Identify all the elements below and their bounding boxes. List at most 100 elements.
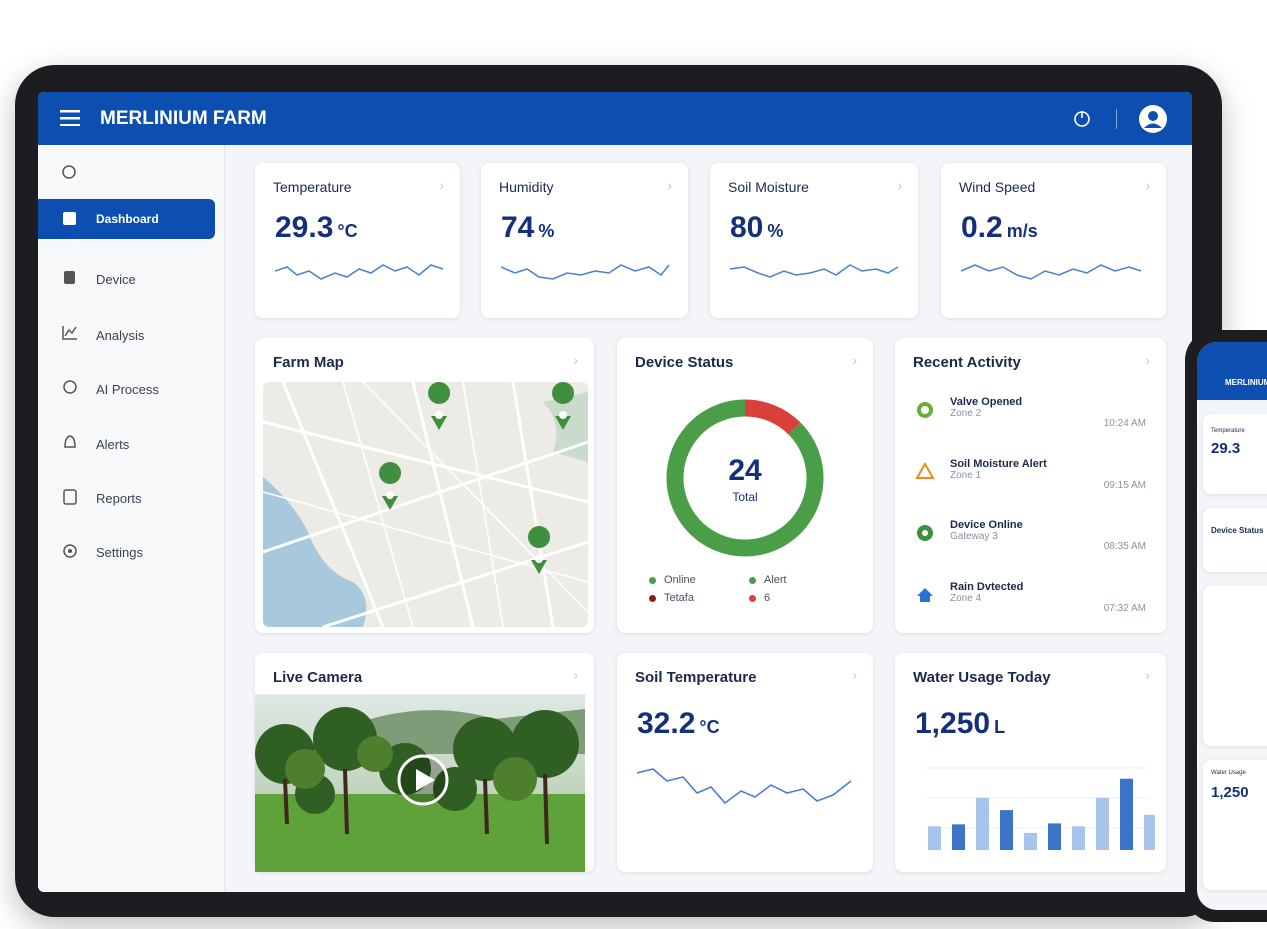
sparkline: [637, 768, 852, 805]
phone-header: [1197, 342, 1267, 400]
card-title: Device Status: [635, 354, 734, 371]
metric-card: Humidity › 74%: [481, 163, 688, 318]
bar: [928, 826, 941, 850]
nav-item[interactable]: Settings: [96, 544, 143, 560]
camera-card: Live Camera ›: [255, 653, 594, 872]
chevron[interactable]: ›: [1145, 177, 1150, 193]
activity-item[interactable]: Rain Dvtected Zone 4: [950, 581, 1023, 604]
activity-sub: Zone 4: [950, 593, 982, 604]
total-value: 24: [728, 454, 762, 487]
nav-icons: [62, 212, 77, 558]
unit: °C: [337, 221, 358, 241]
phone-card: Water Usage 1,250: [1203, 760, 1267, 890]
value: 74: [501, 211, 535, 244]
chevron[interactable]: ›: [667, 177, 672, 193]
activity-time: 08:35 AM: [1103, 541, 1146, 552]
unit: m/s: [1006, 221, 1038, 241]
nav-item[interactable]: Device: [96, 271, 136, 287]
donut-chart: [666, 399, 824, 557]
camera-feed[interactable]: [255, 694, 585, 872]
card-title: Soil Temperature: [635, 669, 757, 686]
chevron[interactable]: ›: [439, 177, 444, 193]
bar: [976, 797, 989, 850]
phone-value: 29.3: [1211, 440, 1241, 457]
donut-segment: [666, 399, 824, 557]
value: 0.2: [961, 211, 1003, 244]
power-icon[interactable]: [1072, 109, 1092, 129]
activity-item[interactable]: Valve Opened Zone 2: [950, 396, 1022, 419]
metric-card: Temperature › 29.3 °C: [255, 163, 460, 318]
nav-item[interactable]: Analysis: [96, 327, 145, 343]
bar: [1048, 823, 1061, 850]
bar-chart: [925, 767, 1155, 850]
chevron[interactable]: ›: [573, 667, 578, 683]
legend-label: Online: [664, 574, 696, 586]
chevron[interactable]: ›: [852, 667, 857, 683]
metric-value: 1,250 L: [915, 707, 1005, 741]
metric-card: Wind Speed › 0.2 m/s: [941, 163, 1166, 318]
unit: °C: [699, 717, 720, 737]
app-title: MERLINIUM FARM: [100, 108, 267, 129]
value: 1,250: [915, 707, 991, 740]
metric-value: 32.2 °C: [637, 707, 720, 741]
chevron[interactable]: ›: [852, 352, 857, 368]
phone-card: Device Status: [1203, 508, 1267, 572]
soil-temp-card: Soil Temperature › 32.2 °C: [617, 653, 873, 872]
activity-sub: Gateway 3: [950, 531, 998, 542]
home-icon[interactable]: [60, 163, 78, 181]
sidebar: Dashboard Device Analysis AI Process Ale…: [38, 145, 225, 892]
card-title: Humidity: [499, 179, 554, 195]
bar: [1144, 814, 1155, 850]
card-title: Water Usage Today: [913, 669, 1051, 686]
bar: [1024, 832, 1037, 850]
card-title: Recent Activity: [913, 354, 1021, 371]
phone-label: Water Usage: [1211, 770, 1246, 776]
activity-sub: Zone 2: [950, 408, 982, 419]
water-card: Water Usage Today › 1,250 L: [895, 653, 1166, 872]
activity-time: 09:15 AM: [1103, 480, 1146, 491]
nav-item[interactable]: Dashboard: [38, 199, 215, 239]
phone-screen: MERLINIUM FARM Temperature 29.3 Device S…: [1197, 342, 1267, 910]
card-title: Wind Speed: [959, 179, 1036, 195]
activity-item[interactable]: Soil Moisture Alert Zone 1: [950, 458, 1047, 481]
activity-item[interactable]: Device Online Gateway 3: [950, 519, 1023, 542]
total-label: Total: [732, 490, 758, 504]
phone-card: Temperature 29.3: [1203, 414, 1267, 494]
legend-item: Tetafa: [649, 592, 749, 604]
chevron[interactable]: ›: [1145, 667, 1150, 683]
bar: [1000, 810, 1013, 850]
chevron[interactable]: ›: [573, 352, 578, 368]
map-card: Farm Map ›: [255, 338, 594, 633]
phone-frame: MERLINIUM FARM Temperature 29.3 Device S…: [1185, 330, 1267, 922]
donut-segment: [744, 399, 801, 435]
bar: [1096, 797, 1109, 850]
nav-item[interactable]: AI Process: [96, 381, 159, 397]
legend-label: 6: [764, 592, 771, 604]
phone-value: 1,250: [1211, 784, 1249, 801]
avatar[interactable]: [1138, 104, 1168, 134]
chevron[interactable]: ›: [1145, 352, 1150, 368]
unit: %: [538, 221, 555, 241]
chevron[interactable]: ›: [897, 177, 902, 193]
legend-label: Alert: [764, 574, 787, 586]
divider: [1116, 109, 1117, 129]
phone-label: Device Status: [1211, 526, 1264, 535]
nav-item[interactable]: Alerts: [96, 436, 130, 452]
activity-time: 07:32 AM: [1103, 603, 1146, 614]
tablet-screen: MERLINIUM FARM Dashboard Device Analysis…: [38, 92, 1192, 892]
activity-title: Soil Moisture Alert: [950, 458, 1047, 470]
sparkline: [275, 264, 444, 280]
activity-icons: [915, 402, 935, 602]
sparkline: [501, 264, 670, 280]
nav-item[interactable]: Reports: [96, 490, 142, 506]
phone-title: MERLINIUM FARM: [1225, 378, 1267, 387]
activity-title: Rain Dvtected: [950, 581, 1024, 593]
value: 32.2: [637, 707, 696, 740]
phone-donut: [1263, 626, 1267, 706]
metric-value: 80%: [730, 211, 783, 245]
legend-label: Tetafa: [664, 592, 694, 604]
legend-item: Alert: [749, 574, 849, 586]
menu-icon[interactable]: [60, 110, 80, 126]
map[interactable]: [263, 382, 588, 627]
